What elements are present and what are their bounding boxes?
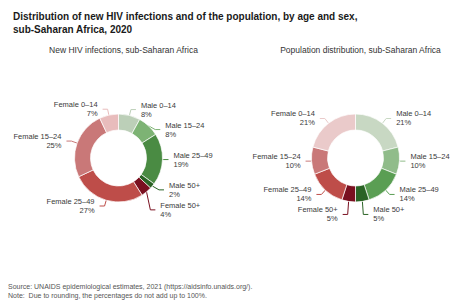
svg-text:2%: 2% (169, 190, 180, 199)
svg-text:Female 50+: Female 50+ (160, 201, 200, 210)
svg-text:Source: UNAIDS epidemiological: Source: UNAIDS epidemiological estimates… (8, 283, 252, 291)
svg-text:21%: 21% (396, 118, 411, 127)
svg-text:sub-Saharan Africa, 2020: sub-Saharan Africa, 2020 (13, 24, 133, 35)
svg-text:Male 50+: Male 50+ (169, 181, 201, 190)
svg-text:8%: 8% (141, 110, 152, 119)
svg-text:Male 25–49: Male 25–49 (173, 151, 212, 160)
svg-text:10%: 10% (286, 161, 301, 170)
svg-text:Female 25–49: Female 25–49 (47, 197, 95, 206)
svg-text:10%: 10% (410, 161, 425, 170)
svg-text:Note: Due to rounding, the pe: Note: Due to rounding, the percentages d… (8, 292, 207, 300)
svg-text:7%: 7% (87, 109, 98, 118)
svg-text:Male 50+: Male 50+ (373, 205, 405, 214)
svg-text:Female 15–24: Female 15–24 (253, 152, 301, 161)
svg-text:8%: 8% (165, 130, 176, 139)
svg-text:Population distribution, sub-S: Population distribution, sub-Saharan Afr… (280, 45, 441, 55)
svg-text:5%: 5% (373, 214, 384, 223)
svg-text:21%: 21% (300, 118, 315, 127)
svg-text:25%: 25% (46, 141, 61, 150)
svg-text:Female 15–24: Female 15–24 (14, 132, 62, 141)
svg-text:Female 25–49: Female 25–49 (263, 185, 311, 194)
svg-text:Female 50+: Female 50+ (298, 205, 338, 214)
svg-text:14%: 14% (296, 194, 311, 203)
svg-text:27%: 27% (80, 206, 95, 215)
svg-text:4%: 4% (160, 210, 171, 219)
svg-text:14%: 14% (400, 194, 415, 203)
svg-text:New HIV infections, sub-Sahara: New HIV infections, sub-Saharan Africa (49, 45, 198, 55)
svg-text:Male 0–14: Male 0–14 (396, 109, 431, 118)
svg-text:Distribution of new HIV infect: Distribution of new HIV infections and o… (13, 11, 358, 22)
svg-text:5%: 5% (327, 214, 338, 223)
svg-text:Female 0–14: Female 0–14 (271, 109, 315, 118)
svg-text:Male 15–24: Male 15–24 (165, 121, 204, 130)
svg-text:19%: 19% (173, 160, 188, 169)
svg-text:Male 15–24: Male 15–24 (410, 152, 449, 161)
svg-text:Male 25–49: Male 25–49 (400, 185, 439, 194)
svg-text:Male 0–14: Male 0–14 (141, 101, 176, 110)
svg-text:Female 0–14: Female 0–14 (54, 100, 98, 109)
